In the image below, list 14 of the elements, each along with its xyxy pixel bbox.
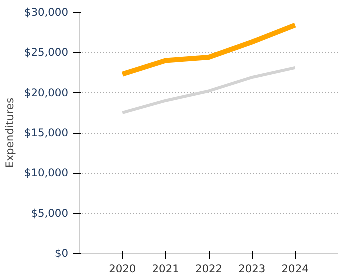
x-tick-label: 2023 bbox=[238, 262, 266, 275]
y-axis-title: Expenditures bbox=[3, 98, 16, 168]
x-tick-label: 2024 bbox=[282, 262, 310, 275]
x-tick-label: 2020 bbox=[109, 262, 136, 275]
y-tick-label: $15,000 bbox=[24, 126, 69, 140]
y-tick-label: $10,000 bbox=[24, 166, 69, 180]
line-series bbox=[121, 66, 297, 114]
y-tick-label: $20,000 bbox=[24, 86, 69, 100]
y-tick-label: $0 bbox=[54, 247, 69, 260]
y-tick-label: $30,000 bbox=[24, 6, 69, 19]
y-tick-label: $25,000 bbox=[24, 46, 69, 60]
x-tick-label: 2022 bbox=[195, 262, 223, 275]
x-tick-label: 2021 bbox=[152, 262, 180, 275]
y-tick-label: $5,000 bbox=[31, 206, 69, 220]
